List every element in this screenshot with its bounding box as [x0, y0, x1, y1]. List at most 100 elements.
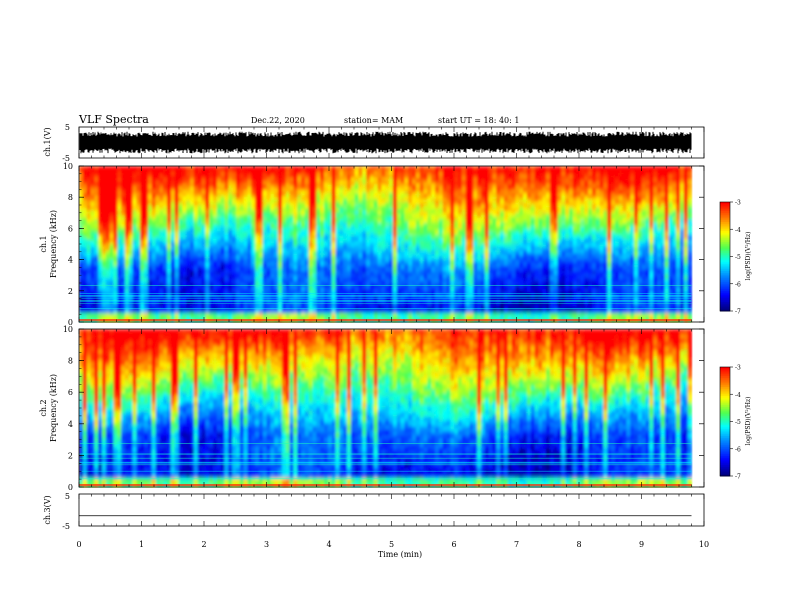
ch1-spectrogram-cell — [205, 166, 210, 170]
ch1-spectrogram-cell — [335, 166, 340, 170]
ch1-spectrogram-cell — [90, 190, 95, 194]
ch1-spectrogram-cell — [603, 175, 608, 179]
ch1-spectrogram-cell — [105, 169, 111, 173]
ch1-spectrogram-cell — [297, 178, 302, 182]
ch1-spectrogram-cell — [565, 187, 570, 191]
ch1-spectrogram-cell — [488, 181, 494, 185]
ch1-spectrogram-cell — [595, 187, 601, 191]
ch1-spectrogram-cell — [174, 187, 180, 191]
ch1-spectrogram-cell — [622, 166, 628, 170]
ch1-spectrogram-cell — [346, 166, 352, 170]
ch1-spectrogram-cell — [255, 181, 260, 185]
ch1-spectrogram-cell — [672, 187, 677, 191]
ch1-spectrogram-cell — [274, 175, 279, 179]
ch1-spectrogram-cell — [645, 178, 650, 182]
ch1-spectrogram-cell — [450, 187, 455, 191]
ch1-spectrogram-cell — [270, 172, 275, 176]
ch1-spectrogram-cell — [519, 169, 524, 173]
ch1-spectrogram-cell — [546, 175, 551, 179]
ch1-spectrogram-cell — [523, 178, 528, 182]
ch1-spectrogram-cell — [346, 184, 352, 188]
ch1-spectrogram-cell — [657, 172, 662, 176]
ch1-spectrogram-cell — [591, 166, 597, 170]
ch1-spectrogram-cell — [649, 169, 654, 173]
ch1-spectrogram-cell — [599, 184, 605, 188]
ch1-spectrogram-cell — [373, 187, 379, 191]
ch1-spectrogram-cell — [649, 187, 654, 191]
ch1-spectrogram-cell — [140, 169, 145, 173]
ch1-spectrogram-cell — [415, 175, 421, 179]
ch1-spectrogram-cell — [618, 172, 624, 176]
ch1-spectrogram-cell — [561, 172, 566, 176]
ch1-spectrogram-cell — [668, 172, 673, 176]
ch1-spectrogram-cell — [683, 169, 689, 173]
ch1-spectrogram-cell — [385, 187, 390, 191]
ch1-spectrogram-cell — [255, 187, 260, 191]
ch1-spectrogram-cell — [366, 166, 371, 170]
ch1-spectrogram-cell — [438, 175, 444, 179]
ch1-spectrogram-cell — [484, 169, 490, 173]
ch1-spectrogram-cell — [243, 187, 249, 191]
ch1-spectrogram-cell — [297, 169, 302, 173]
ch1-spectrogram-cell — [561, 169, 566, 173]
ch1-spectrogram-cell — [480, 184, 486, 188]
ch1-spectrogram-cell — [239, 187, 245, 191]
ch1-spectrogram-cell — [396, 181, 402, 185]
ch1-spectrogram-cell — [124, 184, 130, 188]
ch1-spectrogram-cell — [630, 187, 635, 191]
ch1-spectrogram-cell — [113, 166, 118, 170]
ch1-spectrogram-cell — [324, 178, 329, 182]
ch1-spectrogram-cell — [664, 175, 670, 179]
ch1-spectrogram-cell — [412, 184, 417, 188]
ch1-spectrogram-cell — [599, 172, 605, 176]
ch1-spectrogram-cell — [308, 181, 314, 185]
ch1-spectrogram-cell — [113, 178, 118, 182]
ch1-spectrogram-cell — [415, 184, 421, 188]
ch1-spectrogram-cell — [369, 166, 375, 170]
ch1-spectrogram-cell — [400, 184, 405, 188]
ch1-spectrogram-cell — [346, 175, 352, 179]
ch1-spectrogram-cell — [235, 172, 241, 176]
ch1-spectrogram-cell — [174, 175, 180, 179]
ch1-spectrogram-cell — [438, 172, 444, 176]
ch1-spectrogram-cell — [381, 181, 386, 185]
ch1-spectrogram-cell — [182, 172, 187, 176]
ch1-spectrogram-cell — [683, 184, 689, 188]
ch1-spectrogram-cell — [450, 178, 455, 182]
ch1-spectrogram-cell — [687, 172, 693, 176]
ch1-spectrogram-cell — [82, 172, 88, 176]
ch1-spectrogram-cell — [247, 187, 252, 191]
ch1-spectrogram-cell — [377, 175, 383, 179]
ch1-spectrogram-cell — [630, 172, 635, 176]
ch1-spectrogram-cell — [626, 175, 631, 179]
ch1-spectrogram-cell — [262, 178, 268, 182]
ch1-spectrogram-cell — [454, 175, 459, 179]
ch1-spectrogram-cell — [121, 172, 126, 176]
ch1-spectrogram-cell — [630, 175, 635, 179]
ch1-spectrogram-cell — [496, 184, 501, 188]
ch1-spectrogram-cell — [243, 181, 249, 185]
ch1-spectrogram-cell — [480, 172, 486, 176]
ch1-spectrogram-cell — [469, 184, 474, 188]
ch1-spectrogram-cell — [660, 166, 666, 170]
ch1-spectrogram-cell — [182, 175, 187, 179]
ch1-spectrogram-cell — [216, 187, 222, 191]
ch1-spectrogram-cell — [442, 181, 448, 185]
ch1-spectrogram-cell — [232, 172, 237, 176]
ch1-spectrogram-cell — [144, 169, 149, 173]
ch1-spectrogram-cell — [270, 187, 275, 191]
ch1-spectrogram-cell — [358, 172, 363, 176]
ch1-spectrogram-cell — [86, 169, 92, 173]
ch1-spectrogram-cell — [251, 187, 256, 191]
ch1-spectrogram-cell — [205, 190, 210, 194]
ch1-spectrogram-cell — [557, 187, 562, 191]
ch1-spectrogram-cell — [446, 181, 451, 185]
ch1-spectrogram-cell — [343, 178, 348, 182]
ch1-spectrogram-cell — [289, 178, 294, 182]
ch1-spectrogram-cell — [618, 166, 624, 170]
ch1-spectrogram-cell — [182, 184, 187, 188]
ch1-spectrogram-cell — [396, 178, 402, 182]
ch1-waveform-ylabel: ch.1(V) — [43, 127, 52, 156]
ch1-spectrogram-cell — [301, 187, 306, 191]
ch1-spectrogram-cell — [151, 172, 157, 176]
